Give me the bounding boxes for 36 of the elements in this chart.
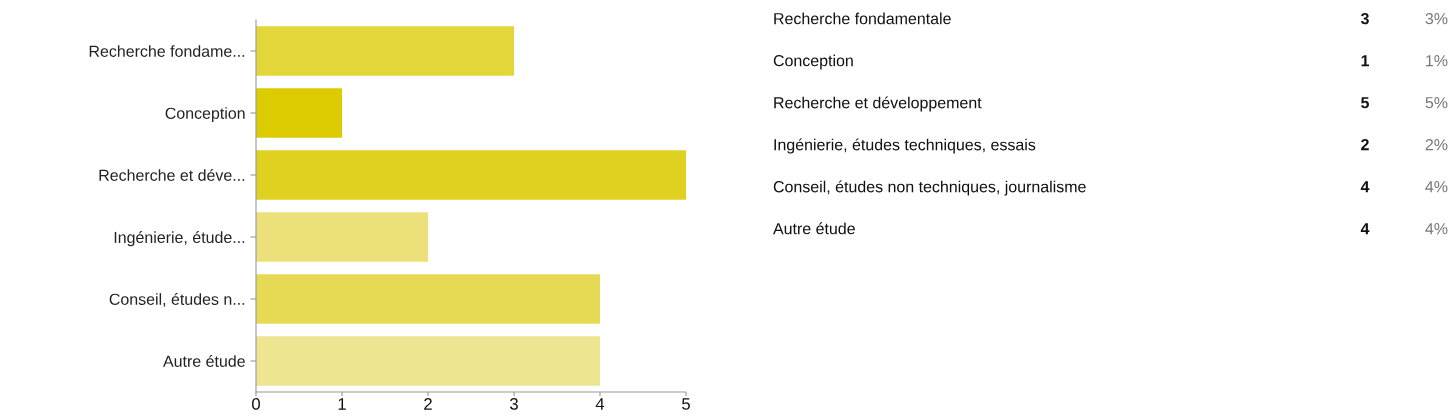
- text: 3: [1360, 12, 1369, 25]
- text: 4: [1360, 181, 1370, 193]
- bar: [256, 150, 686, 200]
- x-tick-label: 0: [252, 398, 260, 410]
- text: 4%: [1425, 223, 1448, 235]
- bar: [256, 88, 342, 138]
- y-tick-label: Conseil, études n...: [109, 293, 245, 307]
- x-tick-label: 4: [595, 398, 605, 410]
- text: 3%: [1425, 12, 1448, 25]
- x-tick-label: 5: [682, 398, 690, 410]
- bar: [256, 26, 514, 76]
- text: Recherche fondamentale: [774, 12, 951, 25]
- text: Conseil, études non techniques, journalisme: [773, 180, 1086, 196]
- y-tick-label: Autre étude: [163, 355, 245, 367]
- text: 1%: [1426, 55, 1448, 67]
- text: 2%: [1425, 138, 1448, 151]
- y-tick-label: Recherche et déve...: [99, 169, 245, 181]
- text: 1: [1361, 55, 1369, 67]
- text: 4%: [1425, 181, 1448, 193]
- x-tick-label: 3: [510, 398, 518, 410]
- x-tick-label: 2: [424, 398, 432, 410]
- y-tick-label: Conception: [165, 107, 245, 123]
- bar: [256, 336, 600, 386]
- text: 2: [1361, 138, 1369, 151]
- text: Ingénierie, études techniques, essais: [774, 138, 1036, 154]
- text: Recherche et développement: [774, 96, 982, 112]
- text: Autre étude: [773, 222, 855, 235]
- bar: [256, 212, 428, 262]
- x-tick-label: 1: [338, 398, 346, 410]
- y-tick-label: Ingénierie, étude...: [114, 231, 245, 247]
- text: 4: [1360, 223, 1370, 235]
- text: 5%: [1425, 97, 1448, 109]
- text: 5: [1361, 97, 1369, 109]
- y-tick-label: Recherche fondame...: [89, 45, 245, 57]
- bar: [256, 274, 600, 324]
- text: Conception: [773, 54, 853, 70]
